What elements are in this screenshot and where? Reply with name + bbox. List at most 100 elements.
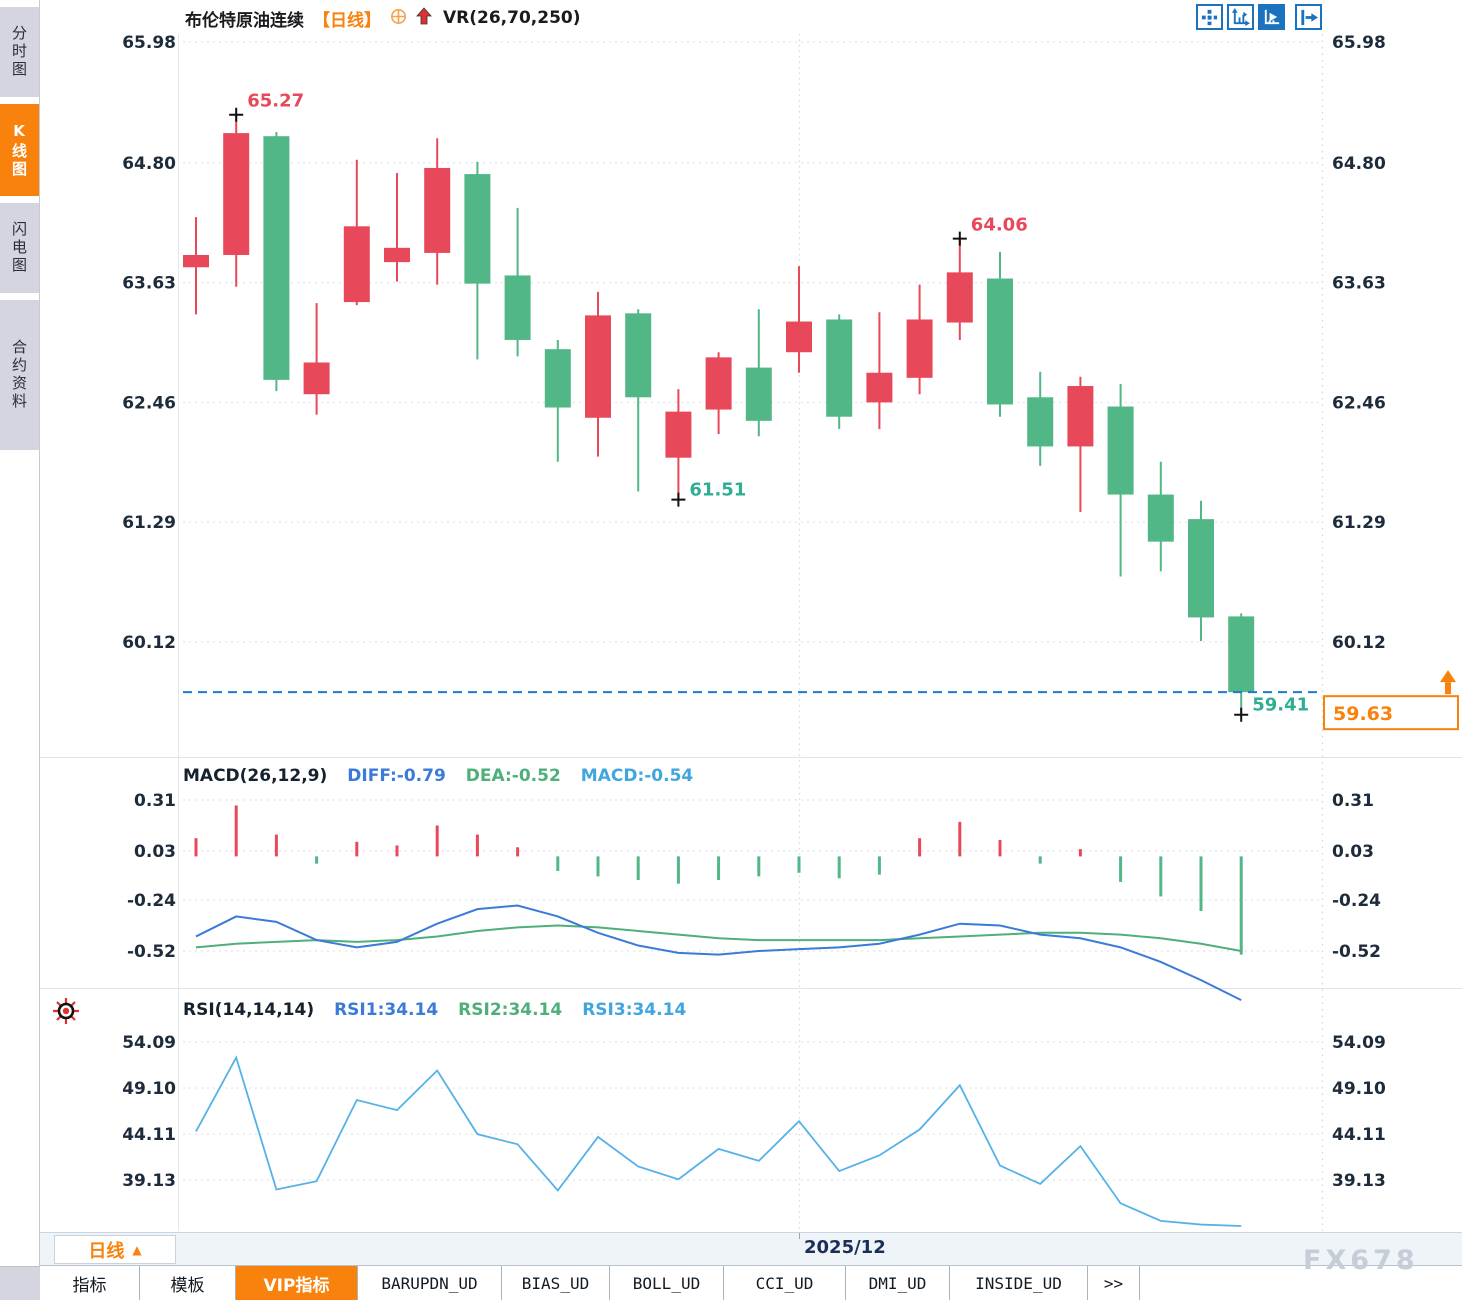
tab-indicators[interactable]: 指标 <box>40 1266 140 1300</box>
svg-text:61.29: 61.29 <box>1332 513 1386 533</box>
target-circle-icon[interactable] <box>390 8 407 29</box>
svg-text:59.41: 59.41 <box>1252 695 1309 716</box>
svg-text:49.10: 49.10 <box>1332 1079 1386 1099</box>
macd-params-label: MACD(26,12,9) <box>183 766 328 786</box>
candle[interactable] <box>544 339 571 462</box>
svg-text:59.63: 59.63 <box>1333 703 1393 725</box>
svg-text:0.31: 0.31 <box>134 791 176 811</box>
candle[interactable] <box>1107 383 1134 577</box>
vr-indicator-label: VR(26,70,250) <box>443 8 581 28</box>
current-price-line: 59.63 <box>183 670 1459 731</box>
period-tag: 【日线】 <box>313 10 381 31</box>
period-selector-label: 日线 <box>88 1240 125 1262</box>
sidebar-tab-contract-info[interactable]: 合约资料 <box>0 300 39 450</box>
rsi1-value: RSI1:34.14 <box>334 1000 439 1020</box>
svg-text:62.46: 62.46 <box>1332 393 1386 413</box>
current-price-tag: 59.63 <box>1323 670 1459 731</box>
svg-text:63.63: 63.63 <box>1332 274 1386 294</box>
candle[interactable] <box>987 251 1013 417</box>
candle[interactable] <box>906 284 933 395</box>
tab-boll-ud[interactable]: BOLL_UD <box>610 1266 724 1300</box>
svg-text:65.27: 65.27 <box>247 91 304 112</box>
svg-text:0.03: 0.03 <box>134 842 176 862</box>
price-annotations: 65.27 64.06 61.51 59.41 <box>229 91 1309 722</box>
period-selector-button[interactable]: 日线 ▲ <box>54 1235 176 1264</box>
pan-right-icon[interactable] <box>1295 4 1322 30</box>
price-alert-arrow-icon[interactable] <box>1440 670 1456 695</box>
axis-scale-icon[interactable] <box>1227 4 1254 30</box>
symbol-name: 布伦特原油连续 <box>185 10 304 31</box>
tab-templates[interactable]: 模板 <box>140 1266 236 1300</box>
svg-text:54.09: 54.09 <box>1332 1033 1386 1053</box>
macd-series <box>194 805 1243 1002</box>
candle[interactable] <box>464 161 491 360</box>
sidebar-tab-time-chart[interactable]: 分时图 <box>0 7 39 97</box>
rsi-params-label: RSI(14,14,14) <box>183 1000 315 1020</box>
tab-vip-indicators[interactable]: VIP指标 <box>236 1266 358 1300</box>
svg-text:54.09: 54.09 <box>122 1033 176 1053</box>
svg-text:61.29: 61.29 <box>122 513 176 533</box>
svg-text:65.98: 65.98 <box>1332 33 1386 53</box>
candle[interactable] <box>183 217 209 315</box>
candle[interactable] <box>384 173 410 282</box>
candle[interactable] <box>866 312 893 430</box>
svg-text:64.80: 64.80 <box>122 154 176 174</box>
candle[interactable] <box>424 138 451 285</box>
candle[interactable] <box>625 309 652 492</box>
sidebar-tab-kline-chart[interactable]: K线图 <box>0 104 39 196</box>
tab-cci-ud[interactable]: CCI_UD <box>724 1266 846 1300</box>
candle[interactable] <box>705 352 732 435</box>
tab-more[interactable]: >> <box>1088 1266 1140 1300</box>
candle[interactable] <box>946 238 973 340</box>
macd-diff-value: DIFF:-0.79 <box>347 766 446 786</box>
move-crosshair-icon[interactable] <box>1196 4 1223 30</box>
candle[interactable] <box>263 132 290 392</box>
svg-text:-0.24: -0.24 <box>1332 891 1381 911</box>
macd-diff-line <box>195 904 1242 1002</box>
svg-text:60.12: 60.12 <box>122 633 176 653</box>
svg-text:64.80: 64.80 <box>1332 154 1386 174</box>
sun-icon[interactable] <box>50 995 82 1031</box>
tab-dmi-ud[interactable]: DMI_UD <box>846 1266 950 1300</box>
candle[interactable] <box>745 309 772 437</box>
svg-text:44.11: 44.11 <box>122 1125 176 1145</box>
svg-text:39.13: 39.13 <box>122 1171 176 1191</box>
candle[interactable] <box>303 303 330 415</box>
candle[interactable] <box>786 266 812 373</box>
axis-labels: 65.98 65.98 64.80 64.80 63.63 63.63 62.46 62.46… <box>122 33 1386 1191</box>
candle[interactable] <box>1147 461 1174 572</box>
svg-text:64.06: 64.06 <box>971 215 1028 236</box>
month-axis-label: 2025/12 <box>804 1237 886 1258</box>
up-arrow-icon <box>416 6 432 30</box>
candlestick-series[interactable] <box>183 114 1255 715</box>
tabs-corner-cell <box>0 1266 40 1300</box>
candle[interactable] <box>665 389 692 500</box>
candle[interactable] <box>1027 371 1054 466</box>
candle[interactable] <box>585 291 611 457</box>
candle[interactable] <box>1228 613 1255 715</box>
tab-barupdn-ud[interactable]: BARUPDN_UD <box>358 1266 502 1300</box>
tab-bias-ud[interactable]: BIAS_UD <box>502 1266 610 1300</box>
macd-dea-line <box>195 924 1242 952</box>
rsi-series <box>195 1055 1242 1227</box>
sidebar-tab-lightning-chart[interactable]: 闪电图 <box>0 203 39 293</box>
macd-macd-value: MACD:-0.54 <box>580 766 694 786</box>
svg-text:39.13: 39.13 <box>1332 1171 1386 1191</box>
svg-text:65.98: 65.98 <box>122 33 176 53</box>
month-tick <box>799 1233 800 1239</box>
candle[interactable] <box>1188 500 1214 641</box>
candle[interactable] <box>504 207 531 357</box>
rsi-line <box>195 1055 1242 1227</box>
svg-text:63.63: 63.63 <box>122 274 176 294</box>
candle[interactable] <box>826 314 853 430</box>
candle[interactable] <box>223 114 250 287</box>
rsi-header: RSI(14,14,14) RSI1:34.14 RSI2:34.14 RSI3… <box>183 1000 686 1020</box>
tab-inside-ud[interactable]: INSIDE_UD <box>950 1266 1088 1300</box>
svg-text:-0.52: -0.52 <box>1332 942 1381 962</box>
triangle-up-icon: ▲ <box>132 1242 142 1257</box>
axis-play-icon[interactable] <box>1258 4 1285 30</box>
candle[interactable] <box>1067 376 1094 512</box>
candle[interactable] <box>343 159 370 306</box>
